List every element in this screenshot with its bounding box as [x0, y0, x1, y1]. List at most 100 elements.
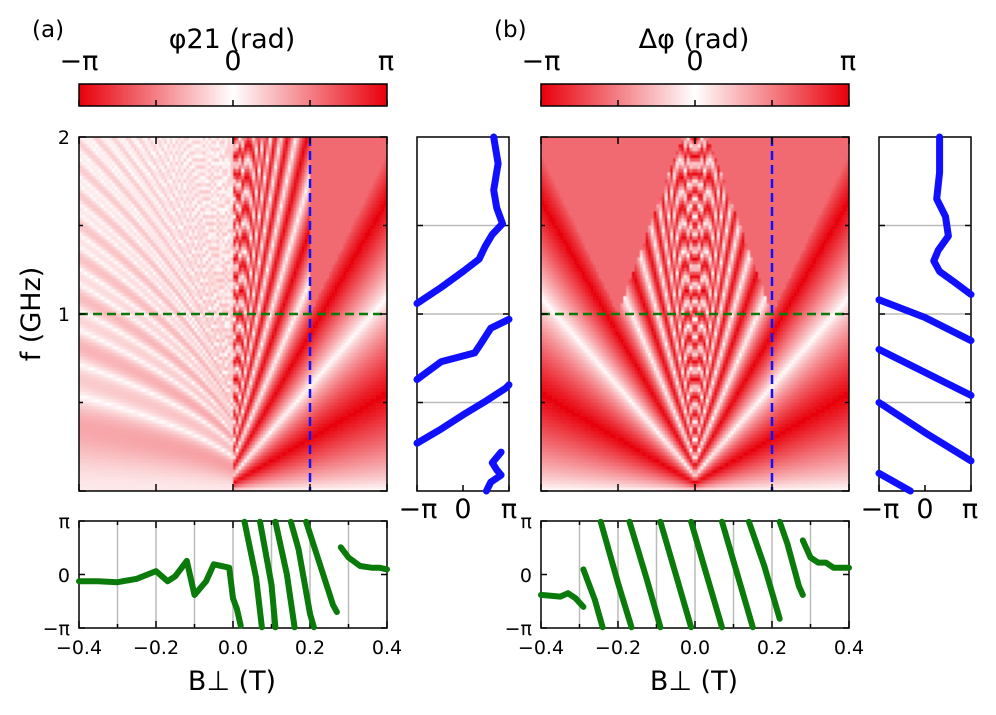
- heatmap-a-cell: [117, 363, 121, 368]
- heatmap-a-cell: [186, 324, 190, 329]
- heatmap-a-cell: [145, 197, 149, 202]
- heatmap-a-cell: [120, 345, 124, 350]
- heatmap-a-cell: [92, 398, 97, 404]
- heatmap-a-cell: [167, 151, 171, 156]
- heatmap-a-cell: [202, 423, 207, 428]
- heatmap-a-cell: [109, 221, 113, 227]
- heatmap-a-cell: [183, 356, 187, 361]
- heatmap-a-cell: [208, 459, 212, 464]
- heatmap-a-cell: [84, 165, 88, 170]
- heatmap-a-cell: [128, 260, 132, 266]
- heatmap-a-cell: [208, 140, 212, 145]
- heatmap-a-cell: [191, 342, 196, 347]
- heatmap-a-cell: [139, 391, 143, 397]
- heatmap-a-cell: [213, 140, 218, 145]
- heatmap-a-cell: [189, 214, 193, 220]
- heatmap-a-cell: [139, 147, 143, 152]
- heatmap-a-cell: [211, 462, 215, 467]
- heatmap-a-cell: [123, 140, 127, 145]
- heatmap-a-cell: [134, 193, 138, 198]
- heatmap-a-cell: [194, 384, 198, 389]
- heatmap-a-cell: [205, 229, 209, 234]
- heatmap-a-cell: [98, 349, 102, 354]
- heatmap-a-cell: [134, 398, 138, 404]
- heatmap-a-cell: [200, 140, 204, 145]
- heatmap-a-cell: [145, 303, 149, 308]
- heatmap-a-cell: [202, 388, 207, 393]
- heatmap-a-cell: [136, 211, 141, 216]
- heatmap-a-cell: [142, 225, 146, 230]
- heatmap-a-cell: [147, 236, 152, 241]
- heatmap-a-cell: [178, 278, 182, 283]
- heatmap-a-cell: [150, 328, 154, 333]
- heatmap-a-cell: [131, 165, 135, 170]
- heatmap-a-cell: [134, 225, 138, 230]
- heatmap-a-cell: [213, 207, 218, 212]
- heatmap-a-cell: [145, 204, 149, 209]
- heatmap-a-cell: [189, 352, 193, 358]
- heatmap-a-cell: [213, 278, 218, 283]
- heatmap-a-cell: [87, 321, 91, 326]
- heatmap-a-cell: [180, 391, 185, 397]
- heatmap-a-cell: [142, 335, 146, 340]
- heatmap-a-cell: [153, 473, 157, 478]
- heatmap-a-cell: [114, 306, 119, 312]
- heatmap-a-cell: [183, 377, 187, 382]
- heatmap-a-cell: [153, 356, 157, 361]
- heatmap-a-cell: [117, 370, 121, 375]
- heatmap-a-cell: [139, 452, 143, 457]
- heatmap-a-cell: [139, 207, 143, 212]
- heatmap-a-cell: [153, 345, 157, 350]
- heatmap-a-cell: [134, 469, 138, 474]
- heatmap-a-cell: [150, 331, 154, 336]
- heatmap-a-cell: [156, 218, 160, 223]
- heatmap-a-cell: [101, 296, 105, 301]
- heatmap-a-cell: [92, 423, 97, 428]
- heatmap-a-cell: [189, 218, 193, 223]
- heatmap-a-cell: [164, 448, 168, 453]
- heatmap-a-cell: [128, 469, 132, 474]
- heatmap-a-cell: [172, 186, 176, 191]
- heatmap-a-cell: [169, 218, 174, 223]
- heatmap-a-cell: [172, 441, 176, 446]
- heatmap-a-cell: [156, 469, 160, 474]
- heatmap-a-cell: [139, 374, 143, 379]
- heatmap-a-cell: [90, 370, 94, 375]
- heatmap-a-cell: [87, 452, 91, 457]
- heatmap-a-cell: [178, 455, 182, 460]
- heatmap-a-cell: [178, 398, 182, 404]
- heatmap-a-cell: [125, 275, 130, 280]
- heatmap-a-cell: [112, 317, 116, 322]
- heatmap-a-cell: [208, 328, 212, 333]
- heatmap-a-cell: [202, 200, 207, 205]
- heatmap-a-cell: [156, 321, 160, 326]
- heatmap-a-cell: [197, 257, 201, 262]
- heatmap-a-cell: [125, 469, 130, 474]
- heatmap-a-cell: [186, 459, 190, 464]
- heatmap-a-cell: [200, 197, 204, 202]
- heatmap-a-cell: [128, 360, 132, 365]
- heatmap-a-cell: [123, 278, 127, 283]
- heatmap-a-cell: [189, 398, 193, 404]
- heatmap-a-cell: [101, 423, 105, 428]
- heatmap-a-cell: [134, 161, 138, 166]
- heatmap-a-cell: [79, 257, 83, 262]
- heatmap-a-cell: [194, 338, 198, 343]
- heatmap-a-cell: [81, 452, 86, 457]
- heatmap-a-cell: [200, 413, 204, 418]
- heatmap-a-cell: [147, 310, 152, 315]
- heatmap-a-cell: [172, 292, 176, 297]
- heatmap-a-cell: [150, 289, 154, 294]
- heatmap-a-cell: [180, 147, 185, 152]
- heatmap-a-cell: [134, 384, 138, 389]
- heatmap-a-cell: [103, 229, 108, 234]
- heatmap-a-cell: [87, 448, 91, 453]
- heatmap-a-cell: [120, 158, 124, 163]
- heatmap-a-cell: [164, 395, 168, 400]
- heatmap-a-cell: [106, 289, 110, 294]
- heatmap-a-cell: [117, 352, 121, 358]
- heatmap-a-cell: [92, 427, 97, 432]
- heatmap-a-cell: [183, 140, 187, 145]
- heatmap-a-cell: [106, 402, 110, 407]
- heatmap-a-cell: [169, 179, 174, 184]
